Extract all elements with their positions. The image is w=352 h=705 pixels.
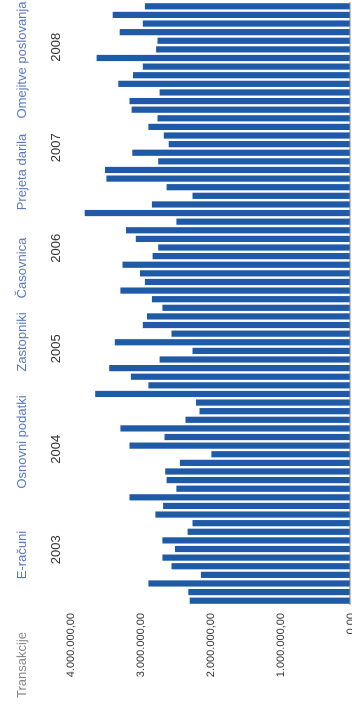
bar [129,97,350,105]
bar [166,476,350,484]
bar [185,416,350,423]
y-tick-label: 0,00 [345,613,352,634]
year-label: 2008 [48,33,63,62]
bar [109,365,350,372]
bar [131,106,350,113]
bar [151,201,350,208]
bar [105,166,350,174]
year-label: 2006 [48,234,63,263]
bar [187,528,350,535]
bar [176,485,350,492]
bar [196,399,350,406]
bar [151,296,350,303]
bar [114,339,350,346]
bar [95,390,350,398]
bar [162,304,350,311]
bar [129,494,350,501]
y-tick-label: 3.000.000,00 [135,613,147,677]
bar [144,278,350,286]
bar [140,270,350,277]
bar [119,29,350,36]
bar [120,287,351,294]
bar [148,123,350,131]
y-tick-label: 2.000.000,00 [205,613,217,677]
bar [192,520,350,527]
bar [163,132,350,139]
bar [156,46,350,53]
bar [142,321,350,329]
bar [148,580,350,587]
bar [118,80,350,87]
bar [188,588,350,596]
bar [192,192,350,199]
bar [158,158,350,165]
bar [135,235,350,242]
bar [164,433,350,441]
bar [96,54,350,62]
bar [84,209,350,217]
bar [171,563,350,570]
bar [175,545,350,553]
bar [126,227,350,234]
bar [147,313,350,320]
bar [176,218,350,225]
bar [168,141,350,148]
year-label: 2004 [48,435,63,464]
bar [132,149,350,156]
bar [159,89,350,96]
bar [159,356,350,363]
bar [165,468,350,475]
year-label: 2007 [48,133,63,162]
bar [157,115,350,122]
year-label: 2005 [48,334,63,363]
bar [148,382,350,389]
bar [163,502,350,510]
bar [162,554,350,561]
year-label: 2003 [48,535,63,564]
bar [192,347,350,354]
bar [133,72,350,79]
bar [152,253,350,260]
bar [157,37,350,44]
bar [155,511,350,518]
bar [158,244,350,251]
bar [179,459,350,466]
bar [106,175,351,182]
bar [142,20,350,27]
bar [122,261,350,268]
bar [130,373,350,380]
bar [129,442,350,449]
bar [199,408,350,415]
bar [142,63,350,70]
y-tick-label: 1.000.000,00 [275,613,287,677]
bar [162,537,350,544]
bar [120,425,351,432]
bar [200,571,350,578]
bar [171,330,350,337]
bar [166,184,350,191]
bar [112,11,350,19]
bar [144,3,350,10]
bar [211,451,350,458]
bar [189,597,350,604]
y-tick-label: 4.000.000,00 [65,613,77,677]
